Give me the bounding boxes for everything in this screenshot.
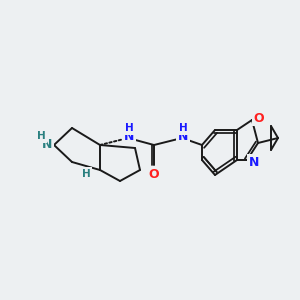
Text: O: O bbox=[149, 167, 159, 181]
Text: H: H bbox=[178, 123, 188, 133]
Text: H: H bbox=[82, 169, 90, 179]
Text: H: H bbox=[37, 131, 45, 141]
Text: N: N bbox=[178, 130, 188, 143]
Text: N: N bbox=[124, 130, 134, 143]
Text: N: N bbox=[249, 155, 259, 169]
Text: H: H bbox=[124, 123, 134, 133]
Text: O: O bbox=[254, 112, 264, 124]
Text: N: N bbox=[42, 139, 52, 152]
